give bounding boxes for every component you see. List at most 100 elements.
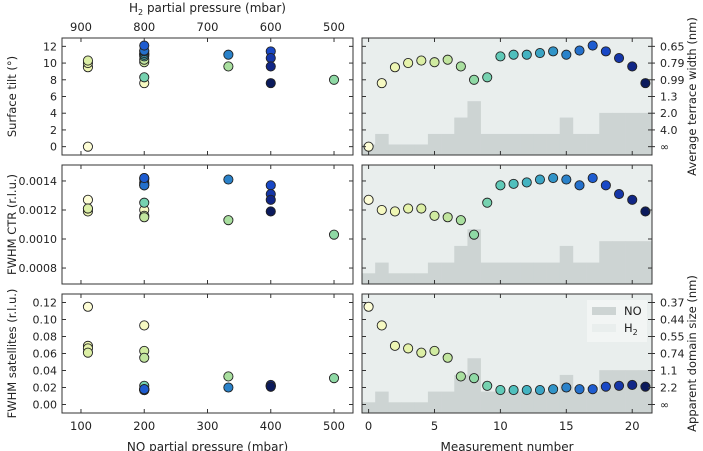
top-x-tick-label: 700 (197, 20, 219, 34)
data-point-measurement (482, 72, 493, 83)
data-point-pressure (223, 49, 234, 60)
no-histogram-bar (507, 262, 521, 284)
no-histogram-bar (559, 245, 574, 284)
no-histogram-bar (414, 273, 429, 284)
right-y-tick-label: 0.99 (660, 74, 685, 87)
data-point-measurement (376, 320, 387, 331)
data-point-measurement (495, 51, 506, 62)
data-point-measurement (403, 203, 414, 214)
no-histogram-bar (375, 133, 389, 155)
legend-swatch (592, 307, 616, 315)
data-point-pressure (328, 74, 340, 85)
data-point-measurement (363, 301, 374, 312)
x-axis-label: Measurement number (440, 440, 573, 451)
data-point-measurement (613, 380, 625, 391)
right-y-tick-label: ∞ (660, 141, 669, 154)
no-histogram-bar (612, 112, 626, 155)
y-tick-label: 0.0012 (19, 204, 58, 217)
data-point-measurement (508, 49, 519, 60)
no-histogram-bar (612, 370, 626, 413)
no-histogram-bar (638, 241, 653, 284)
data-point-measurement (429, 345, 440, 357)
no-histogram-bar (546, 391, 561, 413)
data-point-measurement (574, 45, 585, 56)
y-tick-label: 0.10 (33, 314, 58, 327)
x-tick-label: 300 (197, 419, 219, 433)
y-tick-label: 6 (50, 91, 57, 104)
data-point-measurement (521, 384, 532, 396)
data-point-measurement (482, 380, 493, 391)
y-tick-label: 0.06 (33, 348, 58, 361)
y-axis-label: FWHM CTR (r.l.u.) (5, 174, 19, 275)
no-histogram-bar (638, 112, 653, 155)
y-tick-label: 0.00 (33, 399, 58, 412)
y-tick-label: 0.0014 (19, 175, 58, 188)
data-point-measurement (468, 373, 480, 384)
no-histogram-bar (480, 391, 495, 413)
left-axes-frame (61, 164, 354, 285)
y-tick-label: 12 (43, 40, 57, 53)
no-histogram-bar (467, 358, 481, 413)
no-histogram-bar (559, 374, 574, 413)
data-point-measurement (613, 53, 625, 64)
right-y-axis-label: Average terrace width (nm) (685, 17, 699, 176)
no-histogram-bar (599, 241, 613, 284)
no-histogram-bar (520, 133, 534, 155)
data-point-pressure (139, 320, 150, 331)
data-point-measurement (561, 174, 572, 185)
no-histogram-bar (388, 273, 402, 284)
y-tick-label: 0.02 (33, 382, 58, 395)
no-histogram-bar (493, 391, 508, 413)
data-point-measurement (627, 61, 638, 72)
x-tick-label: 500 (323, 419, 345, 433)
data-point-measurement (389, 206, 401, 217)
data-point-measurement (429, 57, 440, 68)
data-point-pressure (82, 194, 93, 205)
right-y-tick-label: ∞ (660, 399, 669, 412)
data-point-pressure (265, 53, 276, 64)
data-point-pressure (82, 347, 93, 358)
data-point-pressure (82, 203, 93, 214)
data-point-measurement (561, 49, 572, 60)
data-point-pressure (139, 197, 150, 208)
right-y-tick-label: 0.55 (660, 331, 685, 344)
data-point-pressure (223, 382, 234, 393)
no-histogram-bar (441, 391, 455, 413)
no-histogram-bar (572, 262, 587, 284)
data-point-measurement (403, 58, 414, 69)
legend-label: H2 (624, 321, 638, 337)
x-tick-label: 200 (133, 419, 155, 433)
no-histogram-bar (441, 133, 455, 155)
x-tick-label: 100 (70, 419, 92, 433)
data-point-measurement (376, 204, 387, 216)
y-axis-label: Surface tilt (°) (5, 56, 19, 137)
no-histogram-bar (572, 391, 587, 413)
no-histogram-bar (612, 241, 626, 284)
no-histogram-bar (599, 112, 613, 155)
no-histogram-bar (375, 262, 389, 284)
data-point-measurement (548, 173, 559, 184)
right-y-tick-label: 2.0 (660, 107, 678, 120)
y-tick-label: 8 (50, 74, 57, 87)
data-point-measurement (389, 62, 401, 73)
data-point-measurement (508, 178, 519, 189)
no-histogram-bar (454, 245, 468, 284)
data-point-pressure (265, 206, 276, 217)
data-point-measurement (363, 194, 374, 205)
data-point-measurement (442, 54, 453, 65)
data-point-measurement (561, 382, 572, 393)
data-point-measurement (587, 40, 598, 51)
right-y-tick-label: 0.74 (660, 348, 685, 361)
x-tick-label: 5 (431, 419, 438, 433)
no-histogram-bar (493, 262, 508, 284)
data-point-pressure (139, 40, 150, 51)
no-histogram-bar (625, 112, 640, 155)
data-point-pressure (82, 141, 93, 152)
frames-layer (61, 37, 655, 414)
data-point-measurement (587, 384, 598, 395)
data-point-pressure (328, 229, 340, 240)
no-histogram-bar (454, 374, 468, 413)
data-point-pressure (265, 61, 276, 72)
data-point-measurement (389, 340, 401, 351)
